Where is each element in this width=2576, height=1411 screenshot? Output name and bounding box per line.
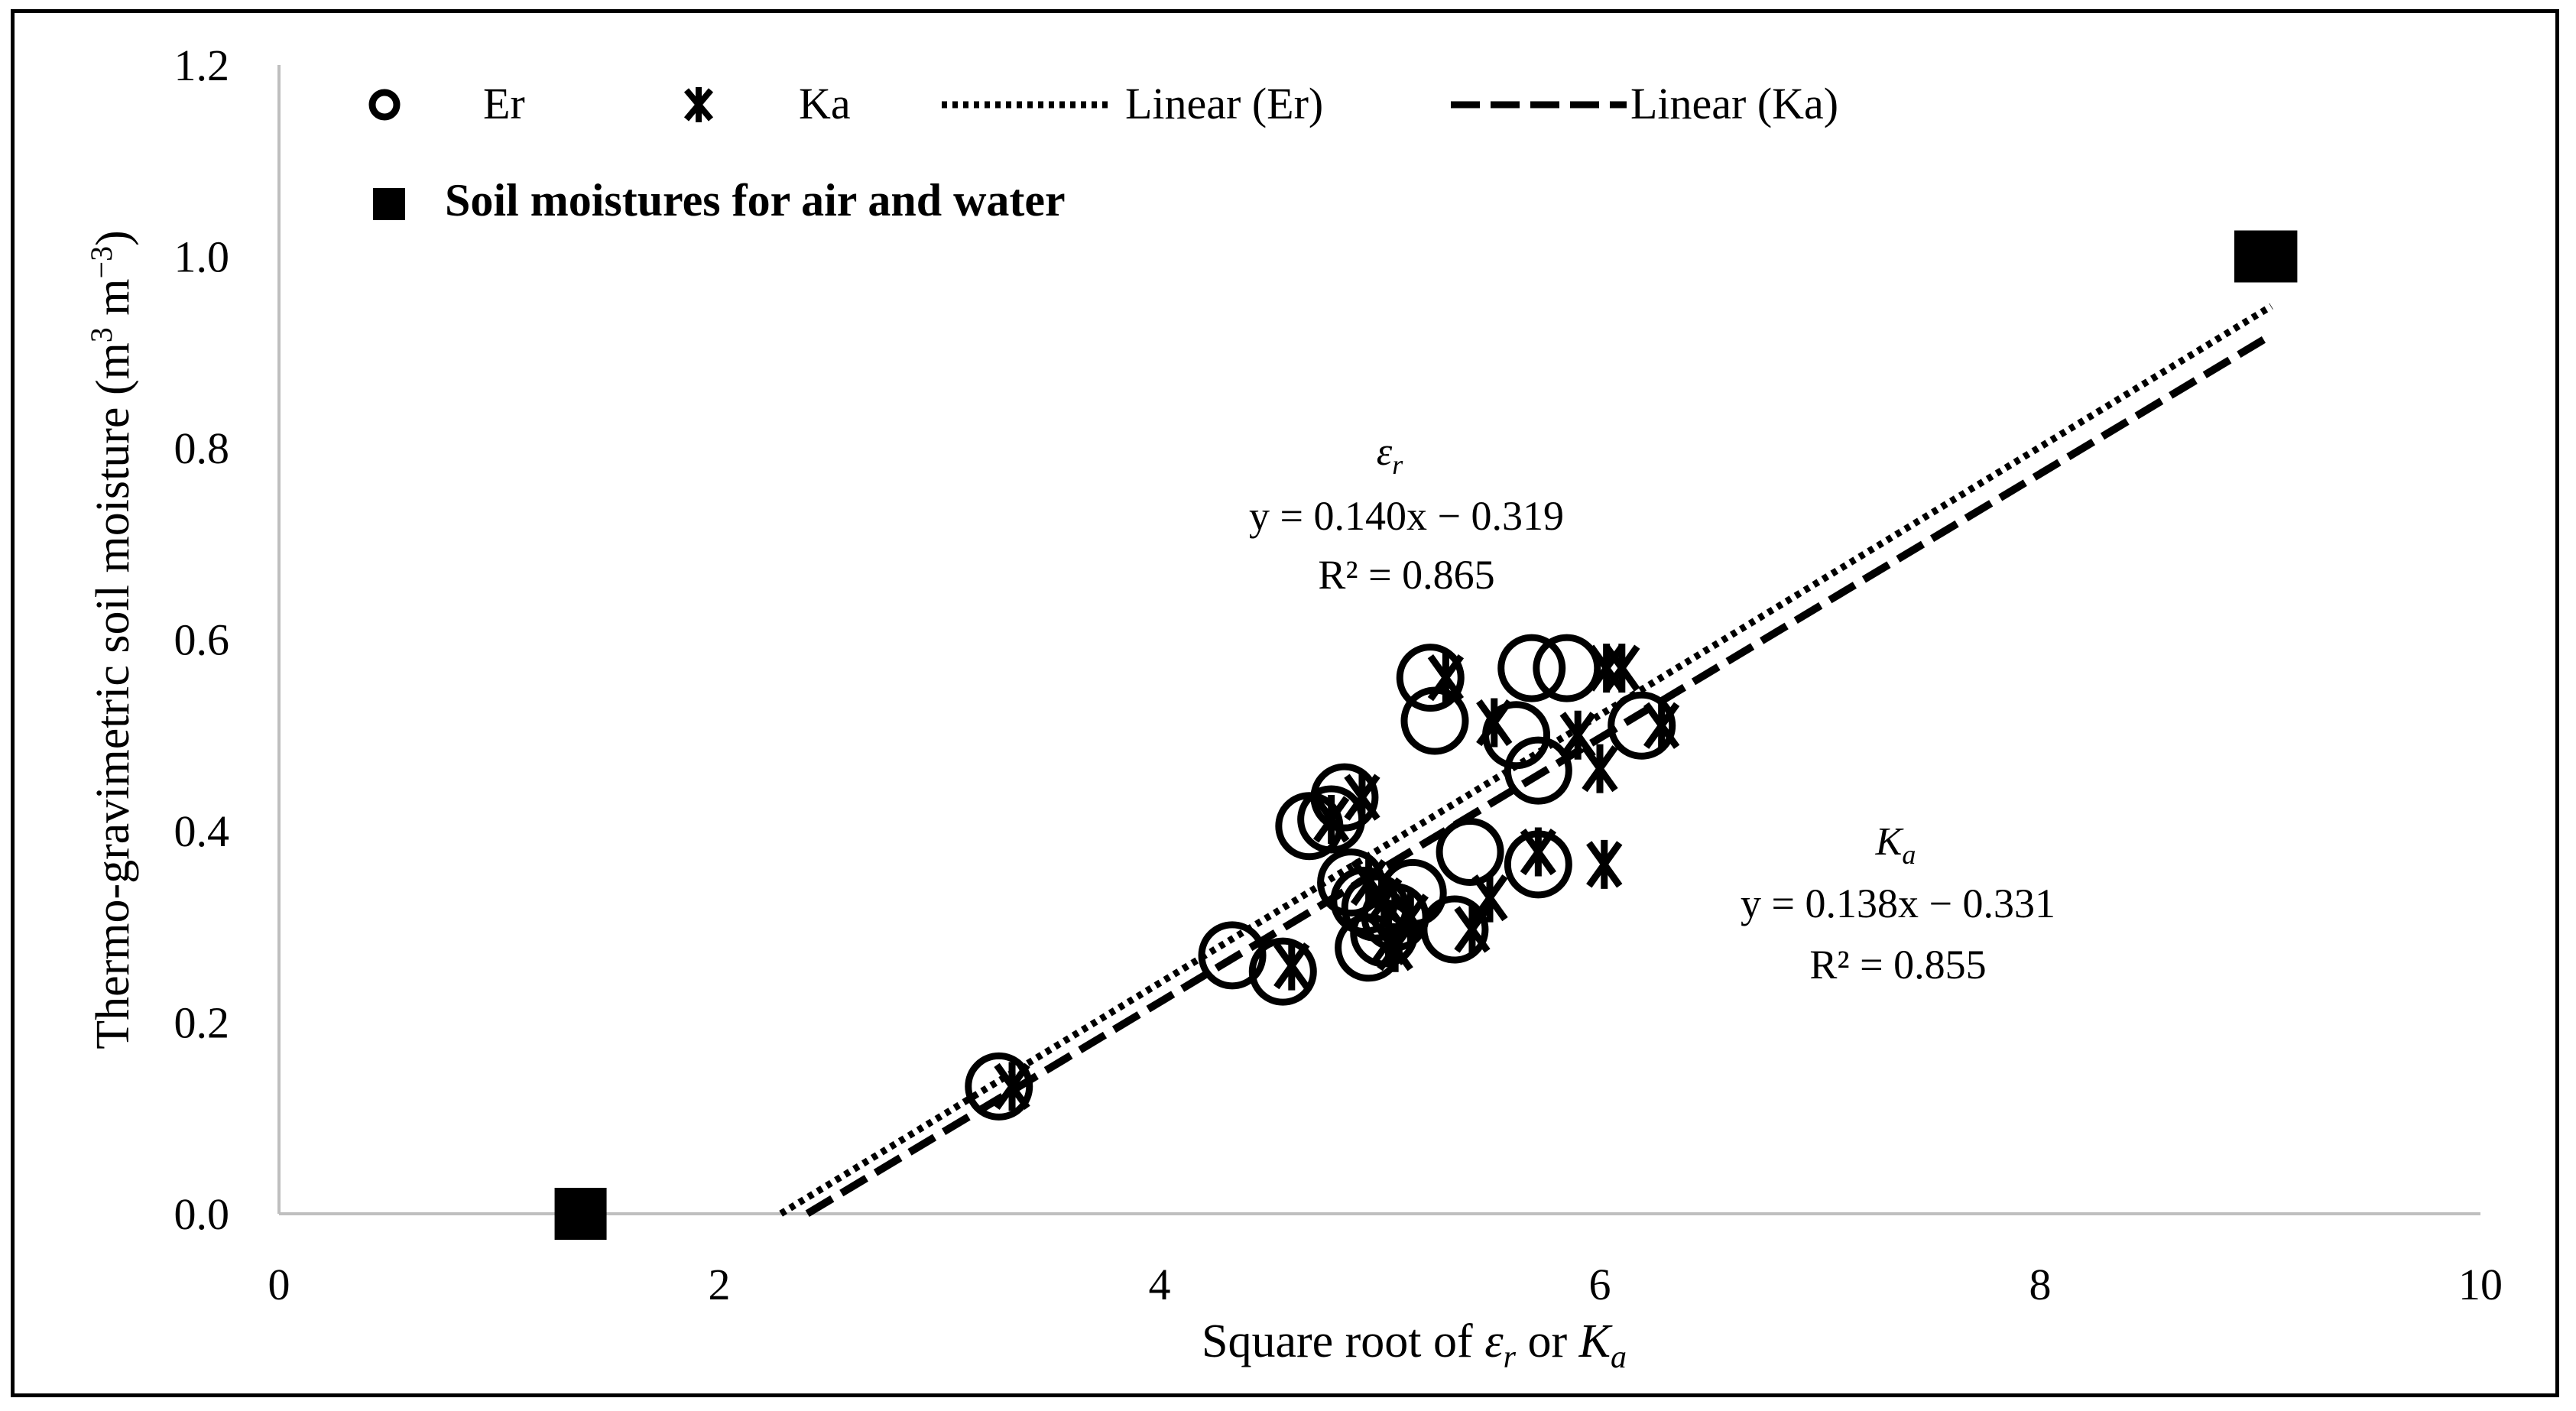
er-point <box>1198 921 1267 990</box>
ka-point <box>1586 839 1623 889</box>
ka-point <box>1604 644 1640 693</box>
x-tick-label: 6 <box>1589 1260 1611 1309</box>
y-tick-label: 0.0 <box>174 1189 230 1239</box>
er-annotation-r2: R² = 0.865 <box>1318 552 1494 598</box>
ka-point <box>1454 905 1491 955</box>
trendlines <box>779 303 2273 1218</box>
x-tick-label: 8 <box>2029 1260 2052 1309</box>
soil-moisture-point <box>554 1188 607 1240</box>
ka-point <box>1273 941 1310 991</box>
ka-point <box>1377 923 1413 972</box>
er-point <box>1608 691 1676 760</box>
soil-moisture-series <box>554 230 2298 1240</box>
ka-point <box>1344 773 1380 822</box>
er-annotation-symbol: εr <box>1377 430 1404 480</box>
ka-annotation-r2: R² = 0.855 <box>1809 942 1986 988</box>
x-tick-label: 4 <box>1149 1260 1171 1309</box>
ka-regression-annotation: Ka y = 0.138x − 0.331 R² = 0.855 <box>1741 820 2055 988</box>
y-tick-labels: 0.0 0.2 0.4 0.6 0.8 1.0 1.2 <box>174 41 230 1239</box>
er-point <box>1248 937 1317 1006</box>
er-point <box>1310 763 1379 832</box>
y-tick-label: 0.8 <box>174 423 230 473</box>
er-point <box>1396 644 1465 712</box>
axes <box>277 65 2480 1215</box>
y-tick-label: 0.2 <box>174 998 230 1048</box>
ka-series <box>994 644 1680 1111</box>
er-series <box>965 634 1676 1121</box>
er-point <box>1420 895 1489 964</box>
er-point <box>1504 736 1572 805</box>
legend-er-marker <box>368 89 401 121</box>
legend-ka-label: Ka <box>799 79 851 128</box>
legend-soil-label: Soil moistures for air and water <box>445 175 1066 225</box>
legend-soil-marker <box>373 188 405 220</box>
trendline-linear-ka <box>805 332 2273 1218</box>
legend-linear-ka-label: Linear (Ka) <box>1630 79 1838 128</box>
er-annotation-equation: y = 0.140x − 0.319 <box>1249 493 1564 539</box>
x-axis-title: Square root of εr or Ka <box>1202 1315 1627 1375</box>
y-axis-title: Thermo-gravimetric soil moisture (m3 m−3… <box>84 230 139 1049</box>
legend-er-label: Er <box>483 79 525 128</box>
legend-ka-marker <box>683 87 714 122</box>
chart-frame <box>11 9 2559 1397</box>
ka-point <box>994 1062 1030 1111</box>
y-tick-label: 1.0 <box>174 232 230 282</box>
ka-point <box>1643 701 1680 751</box>
ka-point <box>1427 653 1465 702</box>
er-regression-annotation: εr y = 0.140x − 0.319 R² = 0.865 <box>1249 430 1564 598</box>
x-tick-labels: 0 2 4 6 8 10 <box>268 1260 2503 1309</box>
er-point <box>1497 634 1566 702</box>
ka-annotation-symbol: Ka <box>1875 820 1916 870</box>
ka-point <box>1471 873 1508 923</box>
y-tick-label: 0.6 <box>174 615 230 665</box>
legend: Er Ka Linear (Er) Linear (Ka) Soil moist… <box>368 79 1838 225</box>
x-tick-label: 0 <box>268 1260 290 1309</box>
trendline-linear-er <box>779 303 2273 1217</box>
soil-moisture-point <box>2245 230 2298 283</box>
ka-point <box>1582 744 1618 793</box>
er-point <box>965 1052 1033 1121</box>
ka-annotation-equation: y = 0.138x − 0.331 <box>1741 881 2055 926</box>
er-point <box>1533 634 1601 702</box>
ka-point <box>1312 794 1350 844</box>
ka-point <box>1476 698 1513 748</box>
ka-point <box>1392 892 1429 942</box>
ka-point <box>1366 876 1403 926</box>
er-point <box>1436 818 1504 887</box>
x-tick-label: 2 <box>709 1260 731 1309</box>
er-point <box>1400 686 1469 755</box>
y-tick-label: 1.2 <box>174 41 230 90</box>
x-tick-label: 10 <box>2458 1260 2503 1309</box>
y-tick-label: 0.4 <box>174 806 230 856</box>
ka-point <box>1520 827 1557 877</box>
legend-linear-er-label: Linear (Er) <box>1125 79 1323 128</box>
